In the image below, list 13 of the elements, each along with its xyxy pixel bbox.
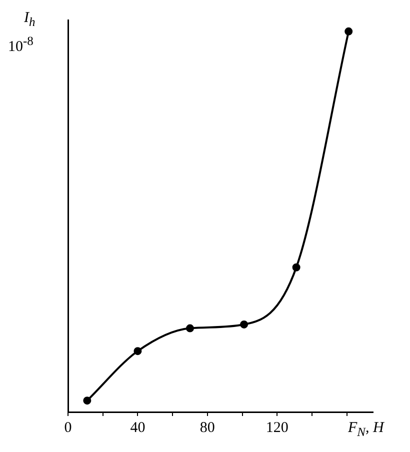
x-axis-title: F$_{N}$, H [348,420,384,440]
point [134,347,142,356]
x-tick-label: 0 [64,420,72,436]
x-tick-label: 120 [266,420,288,436]
point [240,320,248,328]
y-axis-title: I$_{h}$ [24,10,36,30]
point [186,324,194,332]
text: 10$^{-8}$ [8,34,34,56]
point [292,263,300,272]
x-tick-label: 40 [130,420,146,436]
point [344,27,353,36]
x-tick-label: 80 [200,420,215,436]
point [83,396,92,405]
